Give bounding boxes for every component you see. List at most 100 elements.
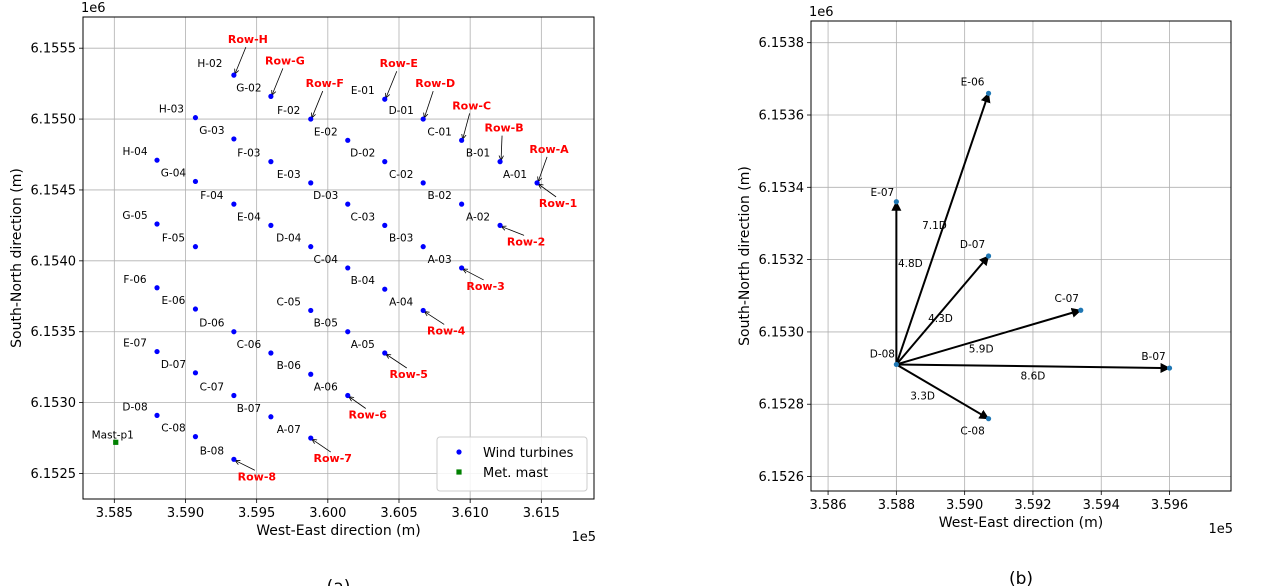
turbine-label: E-02	[314, 126, 338, 138]
turbine-point-b-02	[459, 201, 465, 207]
y-tick-label: 6.1555	[31, 42, 77, 57]
turbine-point-c-04	[345, 265, 351, 271]
turbine-point-c-07	[231, 392, 237, 399]
row-annotation-label: Row-C	[452, 99, 491, 112]
turbine-point-g-04	[192, 178, 199, 185]
row-annotation-label: Row-5	[390, 368, 428, 381]
row-annotation-label: Row-8	[238, 470, 276, 483]
turbine-point-c-06	[268, 350, 274, 356]
turbine-point-e-07	[893, 199, 899, 205]
panel-b-caption: (b)	[1009, 569, 1033, 586]
legend-marker-turbine	[456, 449, 462, 455]
turbine-point-a-02	[497, 222, 503, 228]
x-tick-label: 3.592	[1014, 498, 1051, 513]
turbine-point-a-06	[345, 392, 351, 399]
turbine-point-h-02	[231, 72, 237, 78]
y-tick-label: 6.1536	[759, 109, 805, 124]
turbine-point-d-01	[420, 116, 426, 122]
row-annotation-arrow	[386, 71, 398, 98]
row-annotation-arrow	[235, 460, 256, 471]
distance-label: 5.9D	[969, 344, 994, 356]
legend-label: Wind turbines	[483, 446, 574, 461]
turbine-point-a-07	[308, 435, 314, 441]
row-annotation-arrow	[312, 90, 324, 118]
row-annotation-arrow	[312, 439, 331, 453]
x-tick-label: 3.590	[167, 506, 204, 521]
x-tick-label: 3.588	[878, 498, 915, 513]
turbine-label: G-05	[122, 210, 147, 222]
turbine-point-d-03	[345, 201, 351, 207]
turbine-point-a-01	[534, 180, 540, 186]
spacing-arrow-d-07	[895, 255, 990, 366]
panel-a-legend: Wind turbines Met. mast	[436, 436, 588, 492]
turbine-label: D-07	[161, 359, 186, 371]
row-annotation-label: Row-4	[427, 324, 466, 337]
legend-marker-mast	[456, 469, 462, 475]
turbine-point-e-07	[154, 348, 160, 355]
turbine-label: E-07	[123, 338, 147, 350]
turbine-point-b-06	[308, 371, 314, 377]
panel-b-x-axis-label: West-East direction (m)	[939, 515, 1104, 531]
turbine-point-b-07	[1166, 365, 1173, 371]
spacing-arrow-c-08	[895, 363, 990, 420]
turbine-label: D-06	[199, 318, 225, 330]
turbine-label: B-05	[314, 318, 338, 330]
turbine-label: A-03	[428, 254, 452, 266]
distance-label: 4.3D	[928, 313, 953, 325]
row-annotation-label: Row-A	[529, 143, 569, 156]
spacing-arrow-b-07	[896, 362, 1171, 373]
y-tick-label: 6.1526	[759, 470, 805, 485]
turbine-label: B-03	[389, 233, 413, 245]
turbine-label: E-07	[870, 187, 894, 199]
x-tick-label: 3.586	[809, 498, 846, 513]
row-annotation-label: Row-3	[466, 280, 504, 293]
turbine-point-a-03	[459, 265, 465, 271]
distance-label: 8.6D	[1021, 370, 1046, 382]
distance-label: 3.3D	[910, 390, 935, 402]
row-annotation-arrow	[235, 46, 247, 74]
turbine-label: B-01	[466, 148, 490, 160]
panel-a-y-offset-label: 1e6	[81, 1, 106, 16]
turbine-point-c-05	[308, 307, 314, 314]
turbine-point-f-03	[268, 159, 274, 165]
y-tick-label: 6.1545	[31, 183, 77, 198]
y-tick-label: 6.1530	[759, 325, 805, 340]
x-tick-label: 3.594	[1083, 498, 1120, 513]
x-tick-label: 3.600	[309, 506, 346, 521]
turbine-label: C-08	[161, 423, 185, 435]
turbine-point-g-03	[231, 136, 237, 142]
turbine-label: D-02	[350, 148, 375, 160]
turbine-point-d-04	[308, 244, 314, 250]
y-tick-label: 6.1530	[31, 396, 77, 411]
row-annotation-arrow	[272, 68, 284, 95]
turbine-label: C-03	[351, 211, 375, 223]
turbine-label: D-01	[389, 105, 414, 117]
row-annotation-arrow	[463, 113, 471, 139]
turbine-label: B-08	[200, 445, 224, 457]
turbine-label: B-07	[237, 403, 261, 415]
y-tick-label: 6.1540	[31, 254, 77, 269]
turbine-point-f-04	[231, 201, 237, 207]
panel-b-y-offset-label: 1e6	[809, 5, 834, 20]
origin-point-d-08	[893, 361, 899, 368]
turbine-label: C-04	[314, 254, 339, 266]
turbine-label: C-02	[389, 169, 413, 181]
row-annotation-arrow	[538, 156, 548, 182]
turbine-label: H-04	[122, 146, 147, 158]
turbine-label: A-04	[389, 296, 413, 308]
turbine-point-c-02	[420, 180, 426, 186]
panel-a-y-axis-label: South-North direction (m)	[9, 168, 25, 348]
turbine-point-b-04	[382, 286, 388, 292]
turbine-point-c-03	[382, 222, 388, 228]
panel-a: 3.585 3.590 3.595 3.600 3.605 3.610 3.615 6.152…	[9, 1, 596, 586]
turbine-point-g-02	[268, 93, 274, 99]
turbine-label: H-02	[197, 58, 222, 70]
y-tick-label: 6.1550	[31, 113, 77, 128]
turbine-point-a-05	[382, 350, 388, 356]
turbine-label: B-04	[351, 275, 376, 287]
y-tick-label: 6.1534	[759, 181, 805, 196]
turbine-label: G-02	[236, 82, 261, 94]
row-annotation-arrow	[501, 226, 525, 236]
turbine-point-e-02	[345, 137, 351, 143]
row-annotation-arrow	[463, 269, 484, 281]
